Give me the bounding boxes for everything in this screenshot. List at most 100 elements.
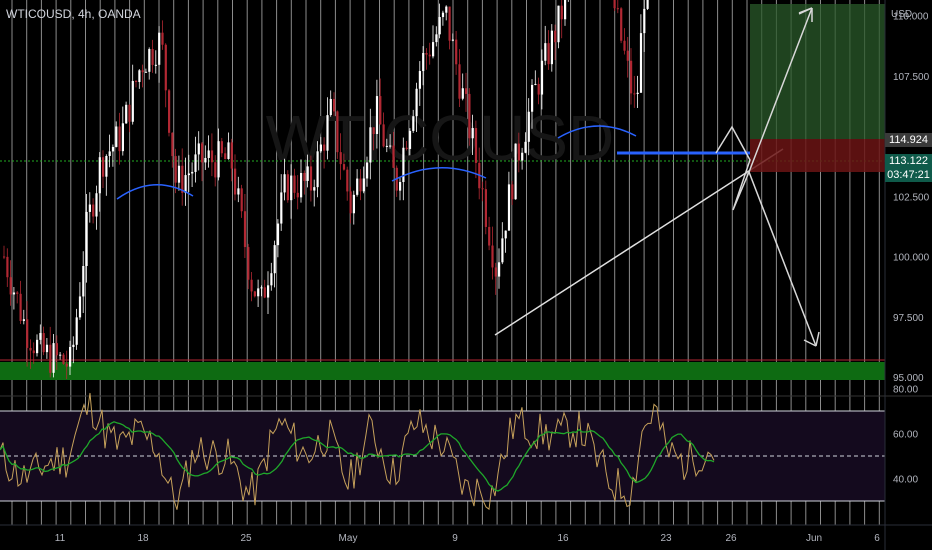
candle-body [412,116,415,131]
candle-body [131,80,134,122]
candle-body [408,130,412,149]
candle-body [78,296,82,318]
candlesticks [3,0,649,380]
candle-body [69,346,72,367]
candle-body [293,175,296,193]
candle-body [9,277,12,295]
candle-body [286,174,289,201]
price-tick-label: 100.000 [893,253,930,264]
candle-body [171,132,174,157]
candle-body [210,150,214,163]
candle-body [415,88,418,117]
candle-body [234,168,237,195]
candle-body [164,44,167,91]
candle-body [646,0,649,9]
candle-body [207,150,210,158]
candle-body [375,96,379,134]
candle-body [111,146,115,152]
candle-body [224,153,227,160]
candle-body [626,50,629,61]
down-arrow-head [803,331,820,347]
candle-body [323,144,326,151]
candle-body [329,98,332,116]
candle-body [197,143,200,155]
candle-body [527,111,530,142]
up-arrow-head [798,7,813,22]
candle-body [448,6,451,41]
candle-body [6,256,9,278]
head-arc[interactable] [391,166,487,182]
candle-body [435,34,438,43]
candle-body [484,189,487,227]
candle-body [303,173,306,181]
candle-body [300,173,303,198]
candle-body [125,104,128,124]
candle-body [428,54,431,57]
candle-body [263,287,266,298]
candle-body [636,92,639,94]
candle-body [115,126,118,147]
candle-body [184,175,187,193]
candle-body [633,93,636,95]
candle-body [55,343,58,356]
candle-body [220,141,223,154]
candle-body [534,83,537,85]
candle-body [230,142,233,169]
candle-body [537,83,540,95]
candle-body [369,127,372,163]
candle-body [270,273,273,286]
candle-body [531,84,534,112]
candle-body [118,126,121,152]
candle-body [333,98,336,112]
candle-body [620,8,623,41]
candle-body [257,288,260,297]
candle-body [260,287,263,289]
time-tick-label: 26 [725,533,737,544]
candle-body [161,32,164,45]
candle-body [392,145,395,168]
candle-body [201,143,204,163]
symbol-title[interactable]: WTICOUSD, 4h, OANDA [6,7,141,21]
candle-body [237,188,240,195]
time-tick-label: 9 [452,533,458,544]
bullish-projection-path[interactable] [715,7,813,211]
candle-body [339,152,342,165]
time-tick-label: 11 [55,533,66,544]
candle-body [554,30,557,43]
candle-body [168,90,171,133]
ascending-trendline[interactable] [494,148,784,336]
candle-body [425,53,428,55]
candle-body [362,178,365,192]
candle-body [65,363,68,367]
candle-body [560,5,563,20]
candle-body [432,42,435,57]
price-tick-label: 107.500 [893,72,930,83]
candle-body [494,267,497,277]
candle-body [72,344,75,347]
candle-body [336,111,339,153]
candle-body [422,53,425,72]
candle-body [177,165,181,183]
rsi-tick-label: 60.00 [893,430,918,441]
candle-body [59,354,62,356]
left-shoulder-arc[interactable] [116,184,194,200]
last-price-tag: 113.122 [885,154,932,168]
candle-body [418,71,421,89]
candle-body [313,187,316,191]
candle-body [481,188,484,190]
time-scale[interactable]: 11 18 25 May 9 16 23 26 Jun 6 [55,533,880,544]
candle-body [352,194,355,214]
right-shoulder-arc[interactable] [557,125,637,139]
bearish-projection-path[interactable] [748,171,817,347]
candle-body [26,319,29,348]
candle-body [623,40,626,51]
rsi-scale[interactable]: 80.00 60.00 40.00 [893,385,918,486]
candle-body [319,144,322,152]
target-zone[interactable] [750,4,885,139]
candle-body [158,32,161,65]
candle-body [227,142,230,160]
candle-body [471,128,474,139]
candle-body [385,145,388,147]
stop-zone[interactable] [750,139,885,172]
